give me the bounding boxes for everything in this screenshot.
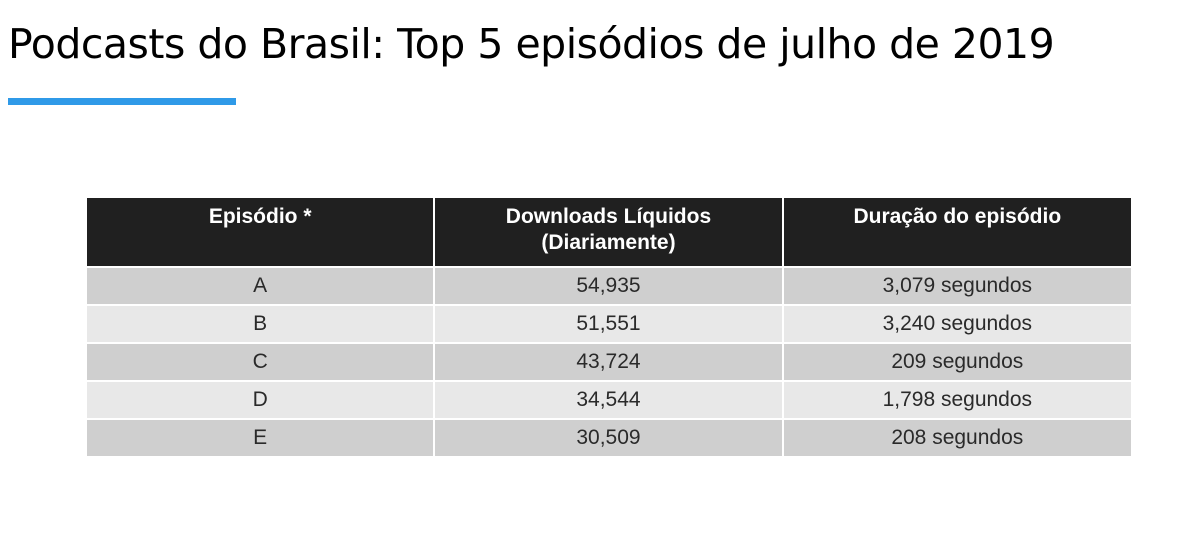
episode-cell: A [87,268,434,304]
duration-cell: 3,240 segundos [783,306,1131,342]
downloads-cell: 54,935 [435,268,782,304]
duration-cell: 1,798 segundos [783,382,1131,418]
downloads-cell: 34,544 [435,382,782,418]
downloads-cell: 30,509 [435,420,782,456]
header-duration-label: Duração do episódio [853,205,1062,228]
header-downloads-sublabel: (Diariamente) [541,231,676,254]
episode-cell: B [87,306,434,342]
header-downloads-label: Downloads Líquidos [505,205,712,228]
header-duration: Duração do episódio [783,198,1131,266]
downloads-cell: 43,724 [435,344,782,380]
episodes-table: Episódio * Downloads Líquidos (Diariamen… [85,196,1133,458]
table-row: A 54,935 3,079 segundos [87,268,1131,304]
page-title: Podcasts do Brasil: Top 5 episódios de j… [8,20,1055,68]
table-header-row: Episódio * Downloads Líquidos (Diariamen… [87,198,1131,266]
header-episode-label: Episódio * [208,205,312,228]
duration-cell: 3,079 segundos [783,268,1131,304]
table-row: B 51,551 3,240 segundos [87,306,1131,342]
episode-cell: D [87,382,434,418]
episode-cell: E [87,420,434,456]
header-downloads: Downloads Líquidos (Diariamente) [435,198,782,266]
episode-cell: C [87,344,434,380]
table-row: E 30,509 208 segundos [87,420,1131,456]
downloads-cell: 51,551 [435,306,782,342]
duration-cell: 209 segundos [783,344,1131,380]
header-episode: Episódio * [87,198,434,266]
table-row: C 43,724 209 segundos [87,344,1131,380]
duration-cell: 208 segundos [783,420,1131,456]
title-underline [8,98,236,105]
table-row: D 34,544 1,798 segundos [87,382,1131,418]
